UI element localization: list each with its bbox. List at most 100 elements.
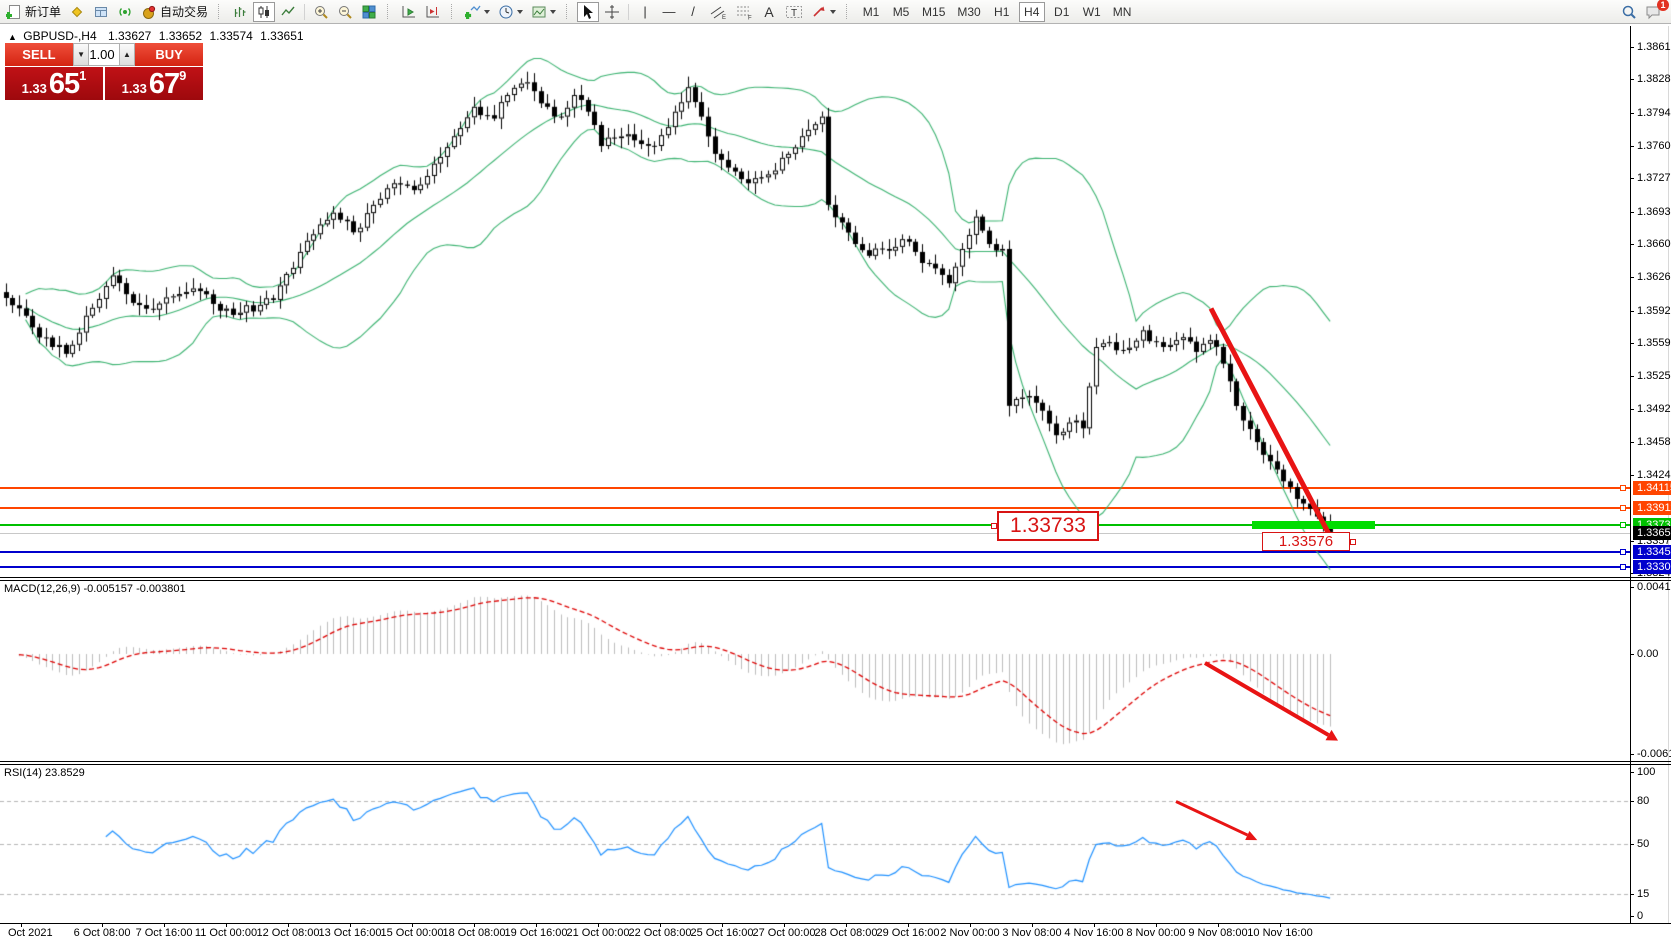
pane-separator[interactable]	[0, 577, 1671, 578]
time-axis-tick	[412, 923, 413, 927]
highlight-price-bar[interactable]	[1252, 521, 1375, 529]
price-axis-tick	[1630, 212, 1634, 213]
candlestick-chart-button[interactable]	[253, 1, 276, 22]
buy-price-display[interactable]: 1.33 67 9	[105, 67, 203, 100]
timeframe-button-m15[interactable]: M15	[922, 4, 946, 19]
timeframe-button-m1[interactable]: M1	[862, 4, 880, 19]
signals-button[interactable]	[114, 2, 136, 22]
label-tool-button[interactable]: T	[782, 2, 806, 22]
price-axis-tick	[1630, 146, 1634, 147]
rsi-axis-tick	[1630, 894, 1634, 895]
pane-separator[interactable]	[0, 761, 1671, 762]
add-indicator-icon	[465, 5, 481, 19]
price-axis-tick	[1630, 573, 1634, 574]
trendline-tool-button[interactable]: /	[682, 2, 704, 22]
arrows-tool-button[interactable]	[808, 2, 839, 22]
market-watch-icon	[95, 6, 108, 17]
time-axis-label: 28 Oct 08:00	[814, 927, 878, 939]
buy-price-prefix: 1.33	[121, 81, 147, 96]
dropdown-caret-icon	[517, 9, 524, 14]
crosshair-tool-button[interactable]	[601, 2, 623, 22]
toolbar-grip	[846, 4, 852, 19]
profiles-button[interactable]	[66, 2, 88, 22]
period-button[interactable]	[495, 2, 526, 22]
price-callout-label[interactable]: 1.33733	[997, 511, 1099, 541]
macd-axis-tick-label: 0.004128	[1637, 580, 1671, 593]
tile-windows-button[interactable]	[358, 2, 380, 22]
time-axis-label: 25 Oct 16:00	[690, 927, 754, 939]
entry-price-label[interactable]: 1.33576	[1262, 532, 1350, 551]
search-button[interactable]	[1618, 2, 1640, 22]
bar-chart-button[interactable]	[229, 2, 251, 22]
toolbar-grip	[218, 4, 224, 19]
buy-button[interactable]: BUY	[135, 43, 203, 66]
sell-price-prefix: 1.33	[21, 81, 47, 96]
dropdown-caret-icon	[484, 9, 491, 14]
macd-axis-tick-label: -0.006132	[1637, 747, 1671, 760]
fibonacci-tool-button[interactable]: F	[732, 2, 756, 22]
time-axis-tick	[908, 923, 909, 927]
time-axis-label: 22 Oct 08:00	[628, 927, 692, 939]
callout-anchor-handle[interactable]	[991, 523, 997, 529]
level-line-handle[interactable]	[1620, 484, 1626, 491]
auto-trading-label: 自动交易	[160, 5, 209, 19]
buy-price-sup: 9	[179, 68, 187, 83]
new-order-button[interactable]: 新订单	[3, 2, 64, 22]
time-axis-label: 18 Oct 08:00	[442, 927, 506, 939]
price-axis-column	[1631, 26, 1671, 923]
signals-icon	[119, 7, 131, 16]
channel-tool-button[interactable]: E	[706, 2, 730, 22]
timeframe-button-h4[interactable]: H4	[1018, 1, 1045, 22]
price-axis-tick	[1630, 113, 1634, 114]
pane-separator[interactable]	[0, 764, 1671, 765]
toolbar-separator	[304, 3, 306, 20]
auto-trading-button[interactable]: 自动交易	[138, 2, 211, 22]
pane-separator[interactable]	[0, 580, 1671, 581]
sell-button[interactable]: SELL	[5, 43, 73, 66]
volume-input[interactable]: 1.00	[89, 43, 119, 66]
time-axis-label: 13 Oct 16:00	[318, 927, 382, 939]
level-line-handle[interactable]	[1620, 564, 1626, 571]
notifications-button[interactable]: 1	[1642, 0, 1669, 22]
horizontal-line-tool-button[interactable]: —	[658, 2, 680, 22]
time-axis-tick	[1094, 923, 1095, 927]
macd-indicator-label: MACD(12,26,9) -0.005157 -0.003801	[4, 583, 186, 595]
timeframe-button-m30[interactable]: M30	[957, 4, 981, 19]
macd-axis-tick	[1630, 587, 1634, 588]
text-tool-icon: A	[764, 3, 774, 20]
time-axis-label: 7 Oct 16:00	[135, 927, 193, 939]
volume-increase-button[interactable]: ▲	[118, 43, 136, 66]
timeframe-button-mn[interactable]: MN	[1112, 4, 1132, 19]
sell-price-display[interactable]: 1.33 65 1	[5, 67, 103, 100]
cursor-tool-button[interactable]	[577, 1, 600, 22]
buy-price-big: 67	[148, 68, 180, 100]
entry-anchor-handle[interactable]	[1350, 538, 1356, 545]
level-line-handle[interactable]	[1620, 504, 1626, 511]
timeframe-button-w1[interactable]: W1	[1082, 4, 1101, 19]
new-order-label: 新订单	[25, 5, 62, 19]
level-line-handle[interactable]	[1620, 522, 1626, 529]
vertical-line-tool-button[interactable]: |	[634, 2, 656, 22]
zoom-out-button[interactable]	[334, 2, 356, 22]
chart-shift-button[interactable]	[422, 2, 444, 22]
timeframe-button-d1[interactable]: D1	[1054, 4, 1070, 19]
volume-decrease-button[interactable]: ▼	[72, 43, 90, 66]
price-axis-tick-label: 1.35920	[1637, 304, 1671, 317]
zoom-out-icon	[339, 5, 352, 19]
timeframe-button-h1[interactable]: H1	[994, 4, 1010, 19]
market-watch-button[interactable]	[90, 2, 112, 22]
auto-scroll-button[interactable]	[398, 2, 420, 22]
timeframe-button-m5[interactable]: M5	[892, 4, 910, 19]
time-axis-label: 19 Oct 16:00	[504, 927, 568, 939]
macd-axis-tick	[1630, 754, 1634, 755]
text-tool-button[interactable]: A	[758, 2, 780, 22]
line-chart-button[interactable]	[277, 2, 299, 22]
level-line-handle[interactable]	[1620, 549, 1626, 556]
zoom-in-button[interactable]	[310, 2, 332, 22]
rsi-indicator-label: RSI(14) 23.8529	[4, 767, 85, 779]
add-indicator-button[interactable]	[462, 2, 493, 22]
templates-button[interactable]	[528, 2, 559, 22]
rsi-axis-tick-label: 0	[1637, 910, 1644, 922]
label-tool-icon: T	[786, 5, 803, 19]
